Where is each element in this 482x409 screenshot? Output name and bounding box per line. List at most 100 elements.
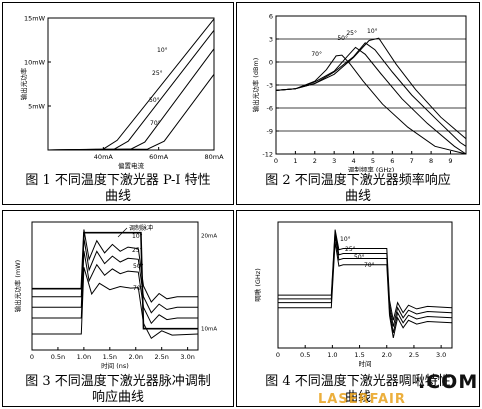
fig3-x-tick-label: 2.5n <box>154 353 168 361</box>
fig3-x-tick-label: 1.0n <box>77 353 91 361</box>
fig2-series-label: 25° <box>346 30 357 37</box>
fig2-series-line <box>275 37 467 140</box>
fig1-series-label: 25° <box>152 70 163 77</box>
fig1-series-line <box>47 29 215 151</box>
fig3-x-tick-label: 0 <box>30 353 34 361</box>
fig2-x-tick-label: 0 <box>274 157 278 165</box>
fig4-series-label: 50° <box>354 254 365 261</box>
fig3-series-line <box>32 231 198 330</box>
fig4-series-line <box>278 242 453 339</box>
caption-fig2-line1: 图 2 不同温度下激光器频率响应 <box>265 173 451 188</box>
caption-fig3: 图 3 不同温度下激光器脉冲调制 响应曲线 <box>2 374 234 406</box>
caption-fig3-line1: 图 3 不同温度下激光器脉冲调制 <box>25 374 211 389</box>
panel-fig3 <box>2 210 234 407</box>
fig1-series-label: 50° <box>149 97 160 104</box>
fig2-y-tick-label: -12 <box>262 151 273 159</box>
fig2-x-tick-label: 5 <box>371 157 375 165</box>
fig3-series-line <box>32 250 198 325</box>
fig4-x-tick-label: 2.5 <box>409 351 419 359</box>
caption-fig4: 图 4 不同温度下激光器啁啾特性 曲线 <box>236 374 480 406</box>
fig2-x-tick-label: 3 <box>332 157 336 165</box>
chart-fig3-pulse-response: 0 0.5n 1.0n 1.5n 2.0n 2.5n 3.0n 20mA 10mA 10° 25° 5… <box>13 221 217 370</box>
fig4-series-label: 10° <box>340 236 351 243</box>
fig2-y-tick-label: 6 <box>269 13 273 21</box>
fig2-y-tick-label: 0 <box>269 59 273 67</box>
caption-fig3-line2: 响应曲线 <box>91 390 144 405</box>
fig2-y-tick-label: -3 <box>267 82 273 90</box>
caption-fig1: 图 1 不同温度下激光器 P-I 特性 曲线 <box>2 173 234 205</box>
caption-fig1-line1: 图 1 不同温度下激光器 P-I 特性 <box>25 173 211 188</box>
fig2-y-tick-label: -6 <box>267 105 273 113</box>
fig4-y-axis-label: 啁啾 (GHz) <box>253 268 262 301</box>
fig4-series-line <box>278 235 453 334</box>
fig3-y-axis-label: 输出光功率 (mW) <box>13 260 22 312</box>
chart-fig4-chirp: 0 0.5 1.0 1.5 2.0 2.5 3.0 10° 25°50°70° 时间 啁啾 (GHz… <box>253 221 453 368</box>
fig1-x-tick-label: 40mA <box>94 153 114 161</box>
fig2-y-tick-label: 3 <box>269 36 273 44</box>
watermark-com: .COM <box>418 371 479 393</box>
fig1-y-axis-label: 输出光功率 <box>19 67 28 100</box>
chart-fig2-freq-response: 0 1 2 3 4 5 6 7 8 9 6 3 0 -3 -6 -9 -12 70° 50°25° 10° 调制频率 (… <box>251 13 467 172</box>
caption-fig2: 图 2 不同温度下激光器频率响应 曲线 <box>236 173 480 205</box>
fig2-x-tick-label: 9 <box>448 157 452 165</box>
fig1-plot-frame <box>47 17 215 151</box>
fig4-series-line <box>278 229 453 321</box>
fig3-annotation: 调制脉冲 <box>129 224 153 232</box>
fig2-series-label: 50° <box>337 35 348 42</box>
fig2-series-label: 10° <box>367 28 378 35</box>
fig1-y-tick-label: 10mW <box>24 59 46 67</box>
fig1-x-axis-label: 偏置电流 <box>118 161 145 170</box>
fig2-y-axis-label: 输出光功率 (dBm) <box>251 58 260 113</box>
fig3-right-tick-label: 20mA <box>201 233 217 239</box>
fig3-series-line <box>32 229 198 303</box>
caption-fig4-line2: 曲线 <box>344 390 371 405</box>
fig1-y-tick-label: 15mW <box>24 15 46 23</box>
fig2-series-line <box>275 46 467 155</box>
fig1-series-line <box>47 74 215 151</box>
fig4-series-line <box>278 232 453 327</box>
fig1-y-tick-label: 5mW <box>28 103 45 111</box>
fig3-x-tick-label: 2.0n <box>129 353 143 361</box>
fig1-x-tick-label: 60mA <box>149 153 169 161</box>
watermark-laserfair: LASERFAIR <box>318 392 406 407</box>
panel-fig1 <box>2 2 234 205</box>
fig4-x-tick-label: 1.0 <box>327 351 337 359</box>
fig3-series-label: 70° <box>133 285 144 292</box>
fig4-x-tick-label: 0 <box>276 351 280 359</box>
fig3-x-tick-label: 0.5n <box>51 353 65 361</box>
fig2-x-tick-label: 8 <box>429 157 433 165</box>
caption-fig2-line2: 曲线 <box>344 189 371 204</box>
fig3-plot-frame <box>31 221 199 351</box>
fig1-series-line <box>47 18 215 151</box>
fig2-x-tick-label: 4 <box>351 157 355 165</box>
fig4-plot-frame <box>277 221 453 349</box>
fig3-x-tick-label: 1.5n <box>103 353 117 361</box>
fig4-series-label: 25° <box>345 246 356 253</box>
panel-fig2 <box>236 2 480 205</box>
fig2-y-tick-label: -9 <box>267 128 273 136</box>
fig2-x-tick-label: 2 <box>313 157 317 165</box>
fig3-series-line <box>32 267 199 340</box>
fig4-x-axis-label: 时间 <box>359 359 372 368</box>
fig3-series-label: 10° <box>132 233 143 240</box>
fig2-series-line <box>275 54 467 155</box>
fig3-series-line <box>32 237 198 314</box>
fig3-x-axis-label: 时间 (ns) <box>101 361 129 370</box>
fig2-x-tick-label: 1 <box>293 157 297 165</box>
chart-fig1-pi: 40mA 60mA 80mA 5mW 10mW 15mW 10° 25° 50° 70° 偏置电流 输… <box>19 15 224 171</box>
fig3-series-label: 25° <box>132 247 143 254</box>
fig2-x-tick-label: 7 <box>410 157 414 165</box>
caption-fig1-line2: 曲线 <box>104 189 131 204</box>
fig1-x-tick-label: 80mA <box>204 153 224 161</box>
fig4-x-tick-label: 3.0 <box>436 351 446 359</box>
fig1-series-line <box>47 48 215 151</box>
fig4-series-label: 70° <box>364 262 375 269</box>
fig2-x-tick-label: 6 <box>390 157 394 165</box>
panel-fig4 <box>236 210 480 407</box>
fig3-annotation-leader <box>117 227 128 238</box>
fig4-x-tick-label: 0.5 <box>300 351 310 359</box>
fig2-x-axis-label: 调制频率 (GHz) <box>348 165 394 172</box>
fig2-series-label: 70° <box>311 51 322 58</box>
fig3-x-tick-label: 3.0n <box>180 353 194 361</box>
